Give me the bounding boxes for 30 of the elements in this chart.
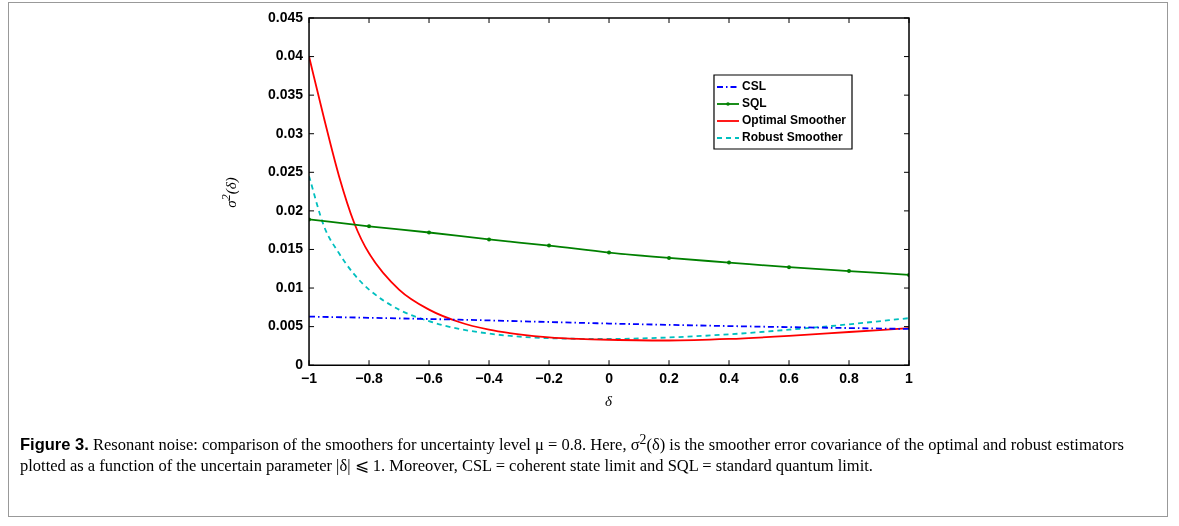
x-tick-label: 0.8 [839,370,859,387]
y-tick-label: 0.015 [267,240,304,257]
legend-label: CSL [741,79,766,94]
y-tick-label: 0.025 [267,163,304,180]
x-axis-title: δ [605,393,612,411]
y-tick-label: 0.04 [275,47,304,64]
line-series [309,217,909,277]
x-tick-label: −1 [301,370,318,387]
y-tick-label: 0.01 [275,278,304,295]
legend-label: Robust Smoother [741,130,843,145]
x-tick-label: −0.8 [355,370,384,387]
line-series [309,175,909,340]
x-tick-label: 0 [605,370,614,387]
line-series [309,315,909,330]
y-tick-label: 0.005 [267,317,304,334]
x-tick-label: −0.6 [415,370,444,387]
y-tick-label: 0.035 [267,86,304,103]
x-tick-label: 0.4 [719,370,739,387]
x-tick-label: 0.6 [779,370,799,387]
x-tick-label: 0.2 [659,370,679,387]
x-tick-label: 1 [905,370,914,387]
caption: Figure 3. Resonant noise: comparison of the smoothers for uncertainty level μ = 0.8. Here, σ$^{2}$(δ) is the smoother error covariance of the optimal and robust estimators plotted as a function of the uncertain parameter |δ| ⩽ 1. Moreover, CSL = coherent state limit and SQL = standard quantum limit. [20,431,1124,475]
y-tick-label: 0.02 [275,201,304,218]
x-tick-label: −0.2 [535,370,564,387]
legend-label: SQL [741,96,767,111]
y-tick-label: 0.045 [267,8,304,25]
legend-label: Optimal Smoother [741,113,847,128]
y-tick-label: 0.03 [275,124,304,141]
y-tick-label: 0 [295,356,304,373]
x-tick-label: −0.4 [475,370,504,387]
